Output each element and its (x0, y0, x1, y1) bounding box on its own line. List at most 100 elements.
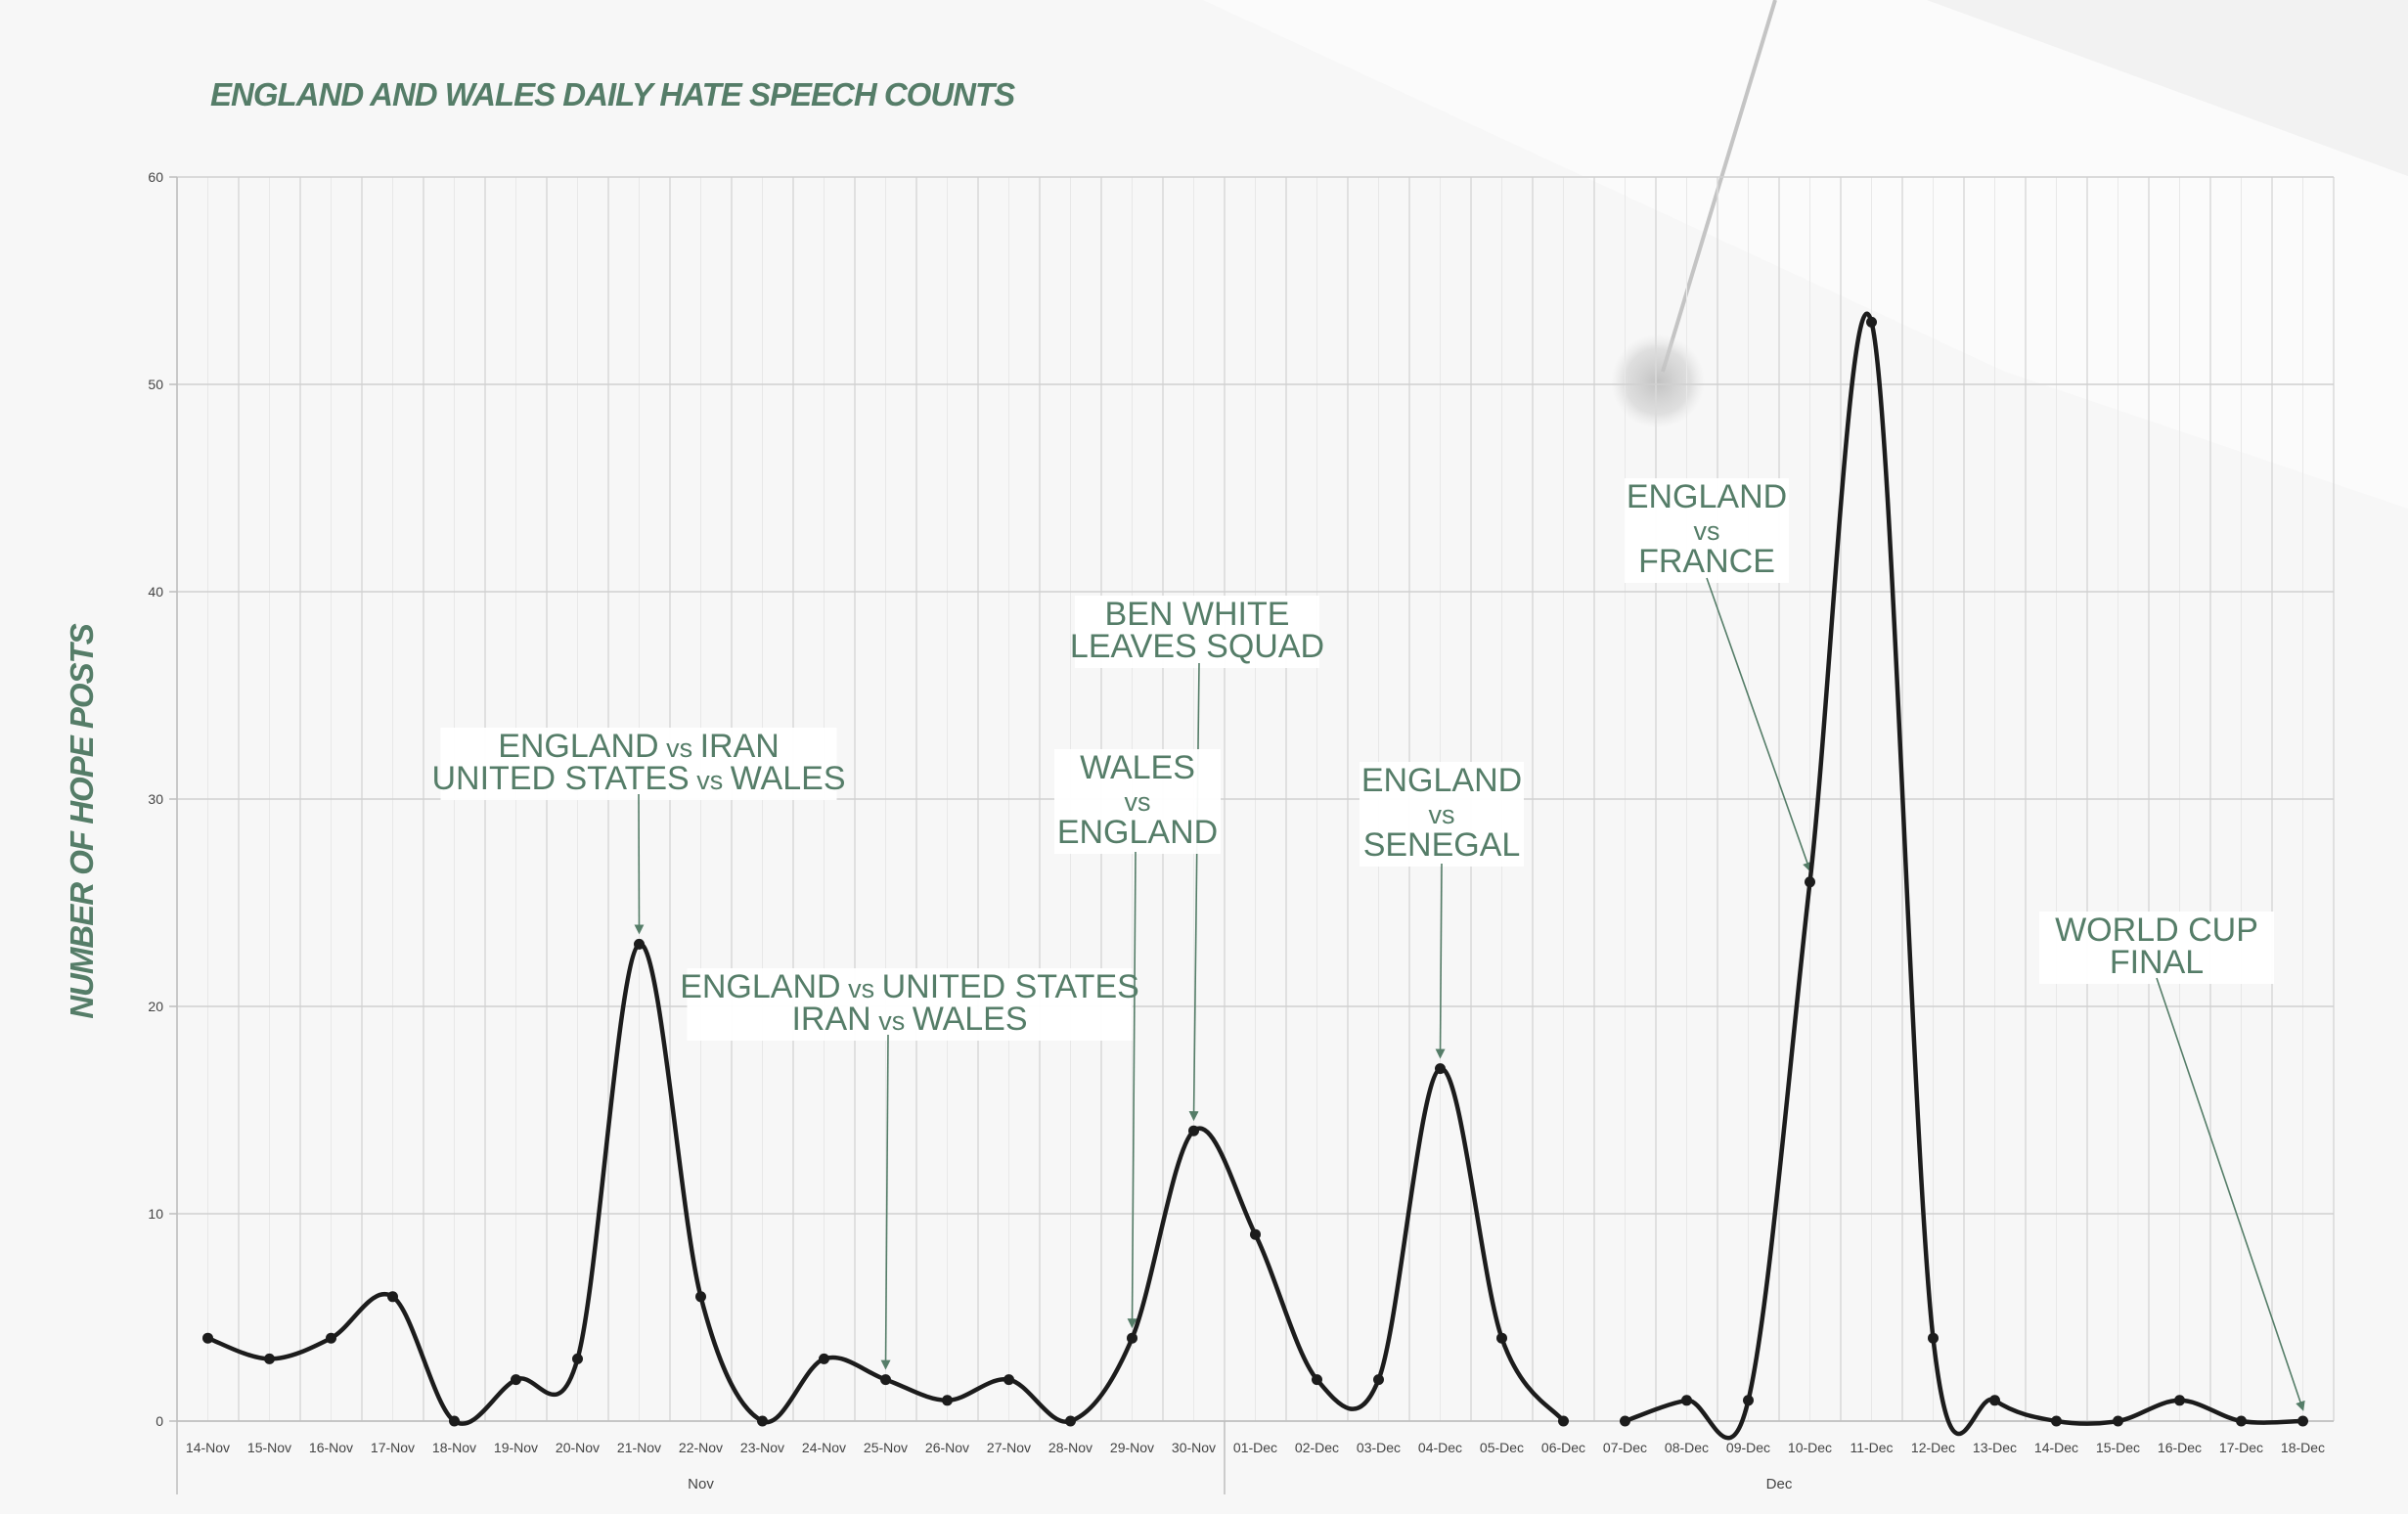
annotation-arrow (634, 793, 645, 935)
month-label: Nov (688, 1476, 714, 1492)
data-points (202, 316, 2308, 1427)
annotation-text: ENGLAND (1057, 814, 1218, 851)
month-label: Dec (1766, 1476, 1793, 1492)
data-point (1373, 1374, 1384, 1386)
annotation-text: vs (1429, 800, 1455, 829)
x-tick-label: 24-Nov (802, 1440, 846, 1455)
annotation-text: IRAN vs WALES (791, 1001, 1027, 1038)
y-tick-label: 0 (156, 1413, 163, 1429)
y-tick-label: 40 (148, 584, 163, 600)
y-tick-label: 60 (148, 169, 163, 185)
y-tick-label: 20 (148, 999, 163, 1014)
annotation-box (2039, 912, 2274, 984)
annotation-text: LEAVES SQUAD (1070, 628, 1324, 665)
annotation-box (1625, 478, 1789, 583)
x-tick-label: 14-Dec (2034, 1440, 2078, 1455)
y-tick-labels: 0 10 20 30 40 50 60 (148, 169, 163, 1429)
x-tick-label: 26-Nov (925, 1440, 969, 1455)
annotation-arrow (1188, 662, 1200, 1122)
data-point (202, 1332, 213, 1344)
x-tick-label: 29-Nov (1110, 1440, 1154, 1455)
data-point (1435, 1063, 1446, 1075)
x-tick-label: 03-Dec (1357, 1440, 1401, 1455)
annotation-arrow (880, 1034, 891, 1370)
x-tick-label: 22-Nov (679, 1440, 723, 1455)
background-decoration (1203, 0, 2408, 509)
data-point (511, 1374, 521, 1386)
data-point (1928, 1332, 1939, 1344)
x-tick-label: 02-Dec (1295, 1440, 1339, 1455)
x-tick-label: 05-Dec (1480, 1440, 1524, 1455)
annotation-text: BEN WHITE (1105, 596, 1290, 633)
data-point (1188, 1125, 1199, 1136)
annotation-box (1054, 749, 1221, 854)
data-point (2051, 1415, 2062, 1427)
data-point (387, 1291, 398, 1303)
x-tick-label: 27-Nov (987, 1440, 1031, 1455)
data-point (2297, 1415, 2308, 1427)
data-point (1250, 1228, 1261, 1240)
annotation-text: ENGLAND (1361, 762, 1522, 799)
annotation-text: FINAL (2110, 944, 2204, 981)
data-point (264, 1353, 275, 1364)
data-point (1743, 1395, 1754, 1406)
data-point (819, 1353, 829, 1364)
data-point (1312, 1374, 1322, 1386)
x-tick-label: 13-Dec (1973, 1440, 2017, 1455)
annotation-text: SENEGAL (1363, 826, 1521, 864)
x-tick-label: 04-Dec (1418, 1440, 1462, 1455)
annotation-text: WALES (1080, 749, 1195, 786)
chart-title: ENGLAND AND WALES DAILY HATE SPEECH COUN… (210, 76, 1015, 112)
x-tick-label: 06-Dec (1541, 1440, 1585, 1455)
data-point (1127, 1332, 1137, 1344)
annotation-box (687, 968, 1133, 1041)
y-tick-label: 30 (148, 791, 163, 807)
x-tick-label: 11-Dec (1850, 1440, 1893, 1455)
annotation-text: ENGLAND vs UNITED STATES (680, 968, 1139, 1005)
data-point (1866, 316, 1877, 328)
data-point (1681, 1395, 1692, 1406)
x-tick-label: 16-Dec (2158, 1440, 2202, 1455)
data-point (2174, 1395, 2185, 1406)
x-tick-label: 12-Dec (1911, 1440, 1955, 1455)
data-point (1496, 1332, 1507, 1344)
month-labels: Nov Dec (688, 1476, 1793, 1492)
x-tick-label: 15-Nov (247, 1440, 291, 1455)
data-point (695, 1291, 706, 1303)
x-tick-label: 28-Nov (1048, 1440, 1093, 1455)
x-tick-label: 21-Nov (617, 1440, 661, 1455)
data-point (880, 1374, 891, 1386)
x-tick-label: 30-Nov (1172, 1440, 1216, 1455)
x-tick-label: 17-Dec (2219, 1440, 2263, 1455)
data-point (1558, 1415, 1569, 1427)
x-tick-label: 25-Nov (864, 1440, 908, 1455)
axes (169, 176, 2334, 1494)
annotation-box (1360, 762, 1524, 867)
annotation-arrow (2156, 977, 2305, 1411)
annotation-text: WORLD CUP (2055, 912, 2258, 949)
y-tick-label: 50 (148, 377, 163, 392)
data-point (2113, 1415, 2123, 1427)
y-tick-label: 10 (148, 1206, 163, 1222)
x-tick-label: 07-Dec (1603, 1440, 1647, 1455)
data-point (634, 938, 645, 950)
data-point (757, 1415, 768, 1427)
x-tick-label: 08-Dec (1665, 1440, 1709, 1455)
annotation-arrow (1706, 577, 1812, 872)
annotation-text: ENGLAND (1627, 478, 1787, 515)
x-tick-label: 16-Nov (309, 1440, 353, 1455)
x-tick-label: 17-Nov (371, 1440, 415, 1455)
x-tick-label: 18-Nov (432, 1440, 476, 1455)
annotation-text: vs (1694, 516, 1720, 546)
data-point (326, 1332, 336, 1344)
data-point (942, 1395, 953, 1406)
annotation-box (440, 728, 837, 800)
data-point (1003, 1374, 1014, 1386)
annotation-text: FRANCE (1638, 543, 1775, 580)
